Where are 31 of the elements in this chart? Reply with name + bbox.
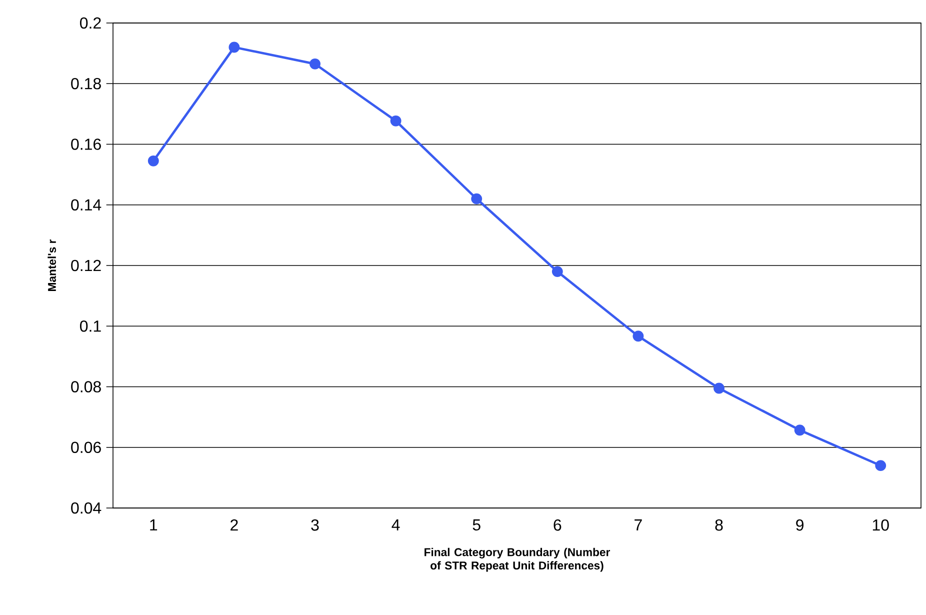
point: [228, 42, 240, 53]
point: [875, 460, 886, 472]
point: [471, 193, 482, 204]
point: [552, 266, 563, 278]
x-tick-label: 9: [796, 519, 804, 531]
x-tick-label: 1: [150, 519, 158, 530]
y-tick-label: 0.08: [71, 381, 101, 392]
y-axis-title: Mantel's r: [48, 239, 56, 291]
y-tick-label: 0.06: [71, 442, 101, 454]
x-axis-title: Final Category Boundary (Number of STR Repeat Unit Differences): [424, 548, 610, 572]
x-tick-label: 7: [634, 519, 642, 530]
point: [632, 330, 644, 342]
x-tick-label: 8: [715, 519, 723, 531]
y-tick-label: 0.2: [80, 17, 101, 29]
x-tick-label: 4: [392, 519, 400, 530]
point: [148, 155, 159, 166]
x-tick-label: 3: [311, 519, 319, 531]
y-tick-label: 0.04: [71, 502, 102, 514]
point: [794, 424, 806, 436]
y-tick-label: 0.14: [71, 199, 102, 211]
y-tick-label: 0.12: [71, 260, 101, 272]
x-tick-label: 10: [872, 519, 889, 531]
y-tick-label: 0.18: [71, 78, 101, 90]
y-tick-label: 0.16: [71, 138, 101, 150]
y-tick-label: 0.1: [80, 320, 101, 332]
point: [390, 115, 402, 126]
x-tick-label: 2: [230, 519, 238, 531]
x-tick-label: 5: [472, 519, 480, 531]
point: [714, 382, 724, 394]
point: [310, 58, 320, 70]
x-tick-label: 6: [554, 519, 562, 531]
